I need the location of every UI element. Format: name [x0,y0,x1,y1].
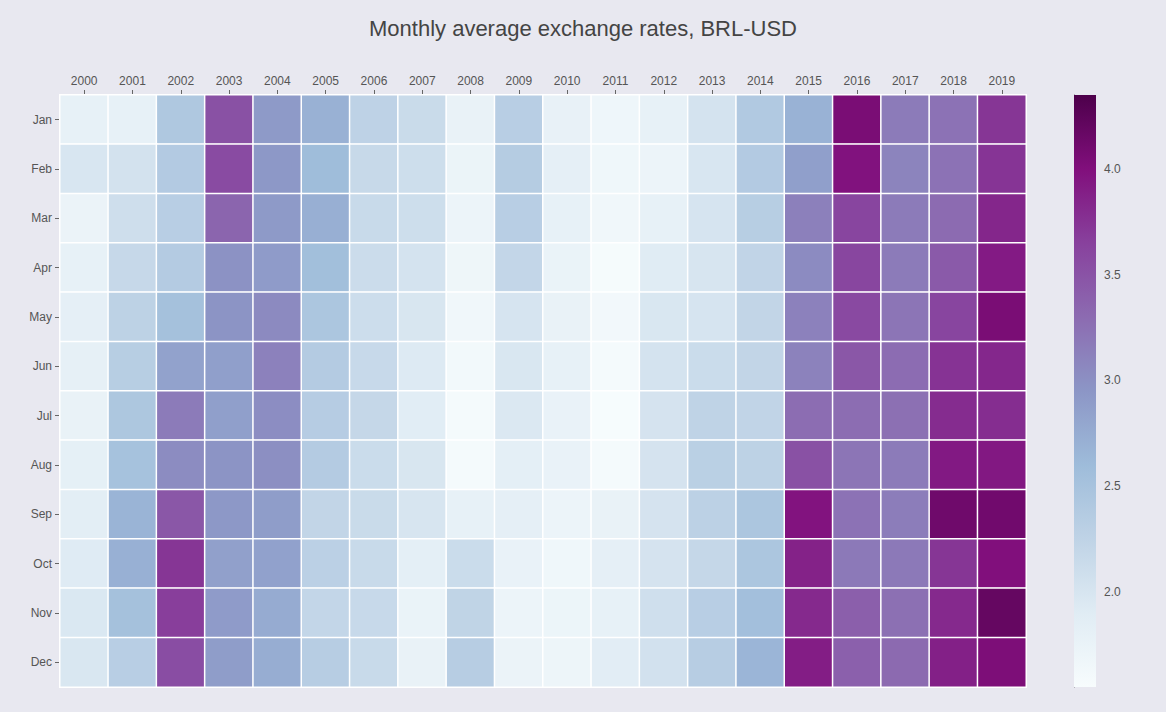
svg-text:Apr: Apr [33,261,52,275]
svg-text:2.5: 2.5 [1104,479,1121,493]
svg-text:Aug: Aug [31,458,52,472]
svg-text:Dec: Dec [31,655,52,669]
svg-text:Monthly average exchange rates: Monthly average exchange rates, BRL-USD [369,16,797,41]
svg-text:2002: 2002 [167,74,194,88]
svg-text:2005: 2005 [312,74,339,88]
svg-text:4.0: 4.0 [1104,162,1121,176]
svg-text:Feb: Feb [31,162,52,176]
svg-text:2018: 2018 [940,74,967,88]
svg-text:2013: 2013 [699,74,726,88]
svg-text:2016: 2016 [844,74,871,88]
svg-text:2011: 2011 [603,74,629,88]
svg-text:Jul: Jul [37,409,52,423]
svg-text:2014: 2014 [747,74,774,88]
svg-text:2019: 2019 [988,74,1015,88]
svg-text:2012: 2012 [650,74,677,88]
svg-text:Jun: Jun [33,359,52,373]
svg-text:2001: 2001 [119,74,146,88]
svg-text:2010: 2010 [554,74,581,88]
svg-text:Nov: Nov [31,606,52,620]
svg-text:2004: 2004 [264,74,291,88]
svg-text:2007: 2007 [409,74,436,88]
svg-text:2006: 2006 [361,74,388,88]
svg-text:2008: 2008 [457,74,484,88]
svg-text:3.5: 3.5 [1104,268,1121,282]
svg-text:Jan: Jan [33,113,52,127]
svg-text:Mar: Mar [31,211,52,225]
svg-text:3.0: 3.0 [1104,373,1121,387]
svg-text:May: May [29,310,52,324]
svg-text:2003: 2003 [216,74,243,88]
svg-text:2009: 2009 [505,74,532,88]
svg-text:Sep: Sep [31,507,53,521]
svg-text:2017: 2017 [892,74,919,88]
svg-text:2.0: 2.0 [1104,585,1121,599]
svg-text:2015: 2015 [795,74,822,88]
svg-text:2000: 2000 [71,74,98,88]
svg-text:Oct: Oct [33,557,52,571]
